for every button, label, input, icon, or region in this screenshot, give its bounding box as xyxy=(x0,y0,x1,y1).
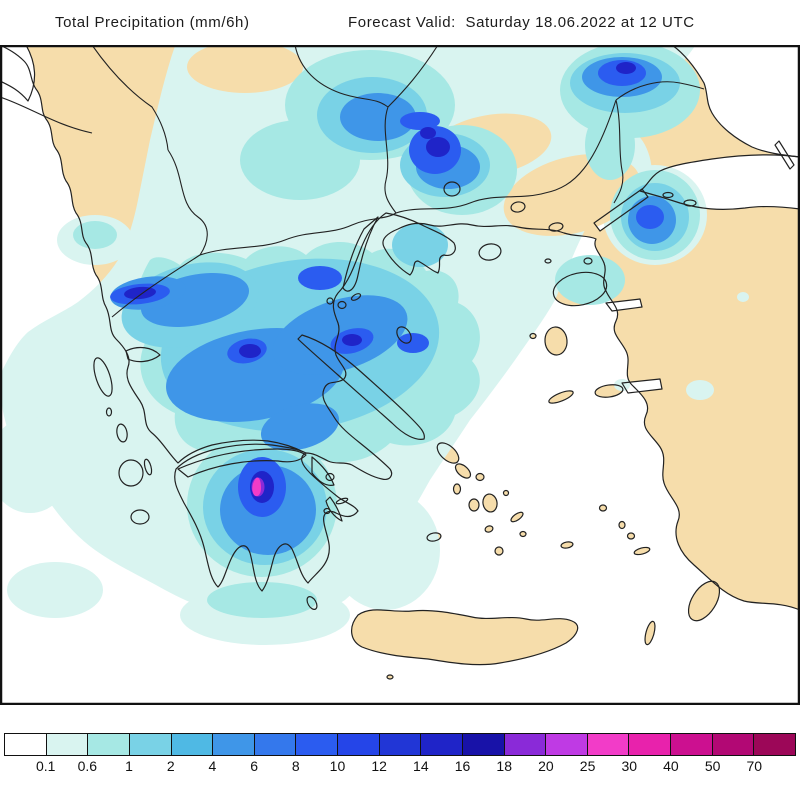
legend-cell xyxy=(421,734,463,755)
legend-cell xyxy=(296,734,338,755)
legend-cell xyxy=(171,734,214,755)
legend-cell xyxy=(462,734,505,755)
legend-label: 12 xyxy=(371,758,387,774)
legend-cell xyxy=(504,734,547,755)
precip-max-core xyxy=(252,477,261,497)
legend-cell xyxy=(754,734,795,755)
map-frame xyxy=(0,44,800,706)
legend-cell xyxy=(338,734,380,755)
legend-label: 16 xyxy=(454,758,471,774)
legend-label: 8 xyxy=(291,758,300,774)
legend-cell xyxy=(671,734,713,755)
legend-label: 0.6 xyxy=(77,758,98,774)
map-title: Total Precipitation (mm/6h) xyxy=(55,14,250,31)
legend-cell xyxy=(712,734,755,755)
map-area xyxy=(0,41,800,706)
legend-cell xyxy=(587,734,630,755)
legend-label: 10 xyxy=(329,758,346,774)
legend-label: 6 xyxy=(250,758,258,774)
legend-cell xyxy=(254,734,297,755)
legend-cell xyxy=(379,734,422,755)
legend-label: 1 xyxy=(125,758,133,774)
legend-cell xyxy=(629,734,671,755)
precipitation-layers xyxy=(0,41,749,645)
header: Total Precipitation (mm/6h) Forecast Val… xyxy=(0,0,800,45)
legend-cell xyxy=(46,734,89,755)
legend-label: 14 xyxy=(413,758,429,774)
legend-cell xyxy=(5,734,47,755)
legend-cell xyxy=(213,734,255,755)
legend-label: 70 xyxy=(746,758,763,774)
legend-label: 50 xyxy=(704,758,721,774)
legend-label: 4 xyxy=(208,758,217,774)
legend-cell xyxy=(88,734,130,755)
legend-label: 40 xyxy=(663,758,679,774)
greece-precipitation-map xyxy=(0,41,800,706)
legend-label: 20 xyxy=(538,758,554,774)
legend-label: 18 xyxy=(496,758,512,774)
legend-labels: 0.1 0.6 1 2 4 6 8 10 12 14 16 18 20 25 30 40 50 70 xyxy=(4,758,796,776)
legend-label: 2 xyxy=(166,758,175,774)
legend-bar xyxy=(4,733,796,756)
legend-label: 0.1 xyxy=(35,758,56,774)
legend-cell xyxy=(546,734,588,755)
forecast-valid-label: Forecast Valid: Saturday 18.06.2022 at 1… xyxy=(348,14,695,31)
legend-label: 30 xyxy=(621,758,638,774)
legend-cell xyxy=(129,734,172,755)
legend-label: 25 xyxy=(579,758,596,774)
